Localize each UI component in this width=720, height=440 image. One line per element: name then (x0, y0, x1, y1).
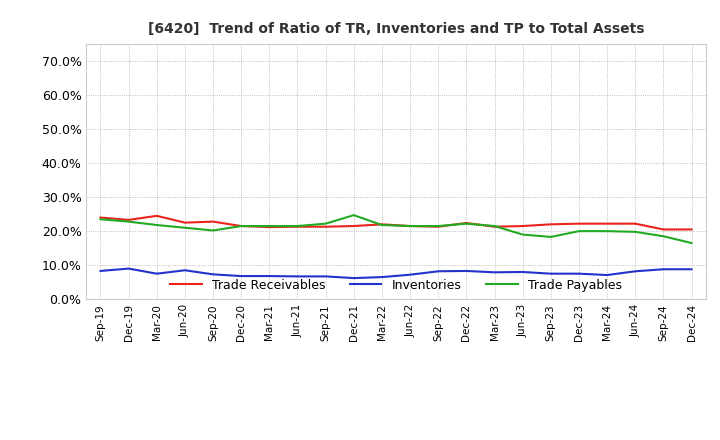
Trade Receivables (603, 221, 611, 226)
Line: Inventories: Inventories (101, 268, 691, 278)
Trade Payables (125, 219, 133, 224)
Inventories (659, 267, 667, 272)
Trade Receivables (462, 220, 471, 226)
Inventories (125, 266, 133, 271)
Inventories (575, 271, 583, 276)
Inventories (265, 273, 274, 279)
Trade Receivables (209, 219, 217, 224)
Trade Payables (349, 213, 358, 218)
Trade Payables (603, 228, 611, 234)
Inventories (490, 270, 499, 275)
Inventories (209, 272, 217, 277)
Trade Payables (406, 224, 415, 229)
Inventories (406, 272, 415, 277)
Trade Receivables (293, 224, 302, 229)
Legend: Trade Receivables, Inventories, Trade Payables: Trade Receivables, Inventories, Trade Pa… (164, 272, 628, 298)
Trade Payables (490, 224, 499, 229)
Trade Receivables (125, 217, 133, 223)
Trade Payables (462, 221, 471, 226)
Trade Receivables (237, 224, 246, 229)
Trade Payables (377, 222, 386, 227)
Line: Trade Receivables: Trade Receivables (101, 216, 691, 229)
Trade Payables (575, 228, 583, 234)
Trade Payables (659, 234, 667, 239)
Trade Receivables (349, 224, 358, 229)
Inventories (293, 274, 302, 279)
Inventories (237, 273, 246, 279)
Trade Receivables (434, 224, 443, 229)
Trade Receivables (631, 221, 639, 226)
Trade Payables (181, 225, 189, 231)
Inventories (603, 272, 611, 278)
Trade Payables (434, 224, 443, 229)
Inventories (349, 275, 358, 281)
Trade Receivables (181, 220, 189, 225)
Line: Trade Payables: Trade Payables (101, 215, 691, 243)
Inventories (546, 271, 555, 276)
Inventories (321, 274, 330, 279)
Trade Receivables (96, 215, 105, 220)
Trade Receivables (265, 224, 274, 230)
Trade Payables (237, 224, 246, 229)
Trade Receivables (546, 222, 555, 227)
Inventories (181, 268, 189, 273)
Trade Payables (265, 224, 274, 229)
Trade Payables (687, 240, 696, 246)
Inventories (96, 268, 105, 274)
Trade Receivables (659, 227, 667, 232)
Trade Payables (293, 224, 302, 229)
Trade Payables (631, 229, 639, 235)
Inventories (518, 269, 527, 275)
Trade Receivables (518, 224, 527, 229)
Inventories (631, 269, 639, 274)
Inventories (687, 267, 696, 272)
Trade Receivables (406, 224, 415, 229)
Trade Payables (321, 221, 330, 226)
Inventories (377, 275, 386, 280)
Inventories (153, 271, 161, 276)
Trade Receivables (377, 222, 386, 227)
Trade Receivables (687, 227, 696, 232)
Trade Payables (518, 232, 527, 237)
Title: [6420]  Trend of Ratio of TR, Inventories and TP to Total Assets: [6420] Trend of Ratio of TR, Inventories… (148, 22, 644, 36)
Trade Receivables (490, 224, 499, 229)
Trade Receivables (321, 224, 330, 229)
Trade Receivables (153, 213, 161, 219)
Inventories (434, 269, 443, 274)
Trade Payables (546, 234, 555, 239)
Trade Payables (209, 228, 217, 233)
Trade Payables (153, 222, 161, 227)
Trade Payables (96, 216, 105, 222)
Inventories (462, 268, 471, 274)
Trade Receivables (575, 221, 583, 226)
